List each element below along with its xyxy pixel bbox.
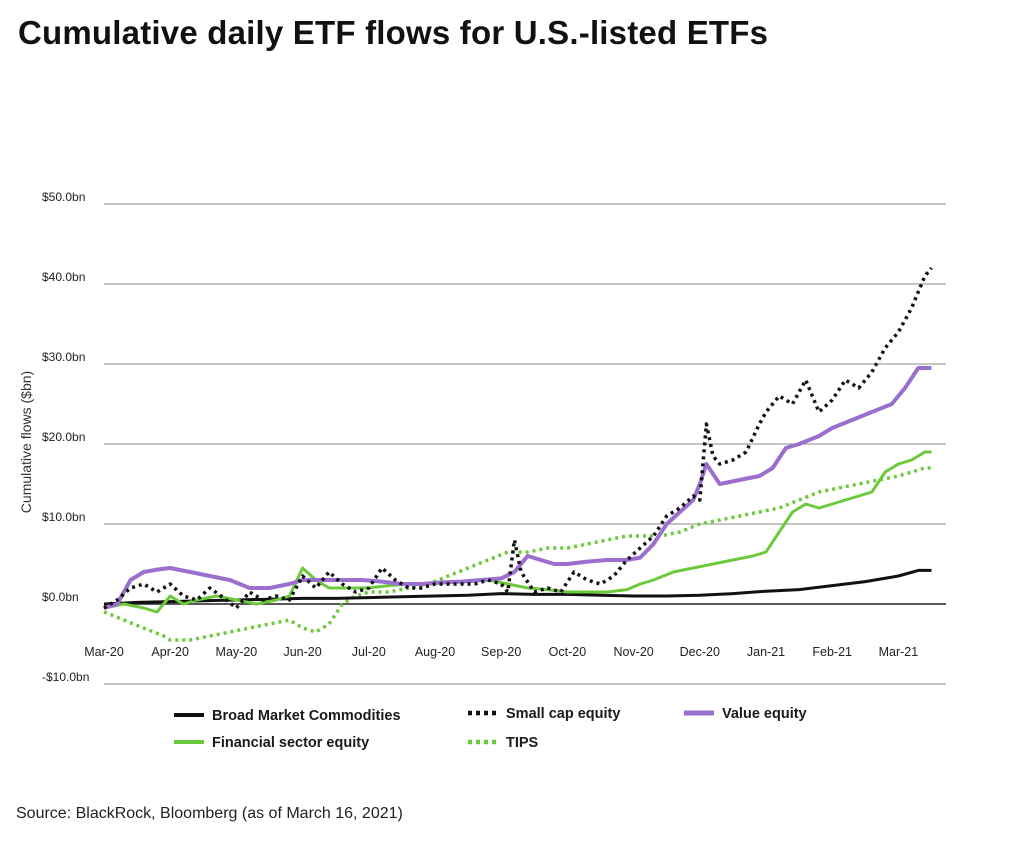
x-tick-label: Mar-21 (879, 645, 919, 659)
y-tick-label: $0.0bn (42, 590, 79, 604)
y-tick-label: $50.0bn (42, 190, 85, 204)
y-tick-label: -$10.0bn (42, 670, 89, 684)
x-tick-label: Mar-20 (84, 645, 124, 659)
y-tick-label: $10.0bn (42, 510, 85, 524)
y-tick-label: $40.0bn (42, 270, 85, 284)
x-tick-label: Apr-20 (151, 645, 189, 659)
x-tick-label: Jul-20 (352, 645, 386, 659)
series-line-small-cap (103, 266, 933, 610)
y-tick-label: $30.0bn (42, 350, 85, 364)
legend-label-commodities: Broad Market Commodities (212, 708, 401, 724)
source-note: Source: BlackRock, Bloomberg (as of Marc… (16, 805, 403, 822)
x-tick-label: Nov-20 (613, 645, 653, 659)
x-tick-label: Aug-20 (415, 645, 455, 659)
x-axis-ticks: Mar-20 Apr-20 May-20 Jun-20 Jul-20 Aug-20 Sep-… (84, 645, 918, 659)
x-tick-label: Oct-20 (549, 645, 587, 659)
legend-label-financial: Financial sector equity (212, 735, 369, 751)
y-axis-ticks: $50.0bn $40.0bn $30.0bn $20.0bn $10.0bn $0.0b… (42, 190, 89, 684)
x-tick-label: May-20 (216, 645, 258, 659)
x-tick-label: Jan-21 (747, 645, 785, 659)
y-axis-label: Cumulative flows ($bn) (18, 371, 34, 513)
series-line-value (103, 366, 932, 610)
series-lines (103, 266, 933, 642)
x-tick-label: Sep-20 (481, 645, 521, 659)
x-tick-label: Feb-21 (812, 645, 852, 659)
x-tick-label: Jun-20 (283, 645, 321, 659)
legend-label-value: Value equity (722, 706, 807, 722)
legend-label-tips: TIPS (506, 735, 539, 751)
legend-label-small-cap: Small cap equity (506, 706, 620, 722)
gridlines (104, 203, 946, 685)
y-tick-label: $20.0bn (42, 430, 85, 444)
legend: Broad Market Commodities Small cap equity… (174, 706, 807, 751)
series-line-commodities (103, 568, 932, 606)
series-line-tips (103, 466, 932, 642)
x-tick-label: Dec-20 (680, 645, 720, 659)
page-title: Cumulative daily ETF flows for U.S.-list… (18, 14, 769, 51)
